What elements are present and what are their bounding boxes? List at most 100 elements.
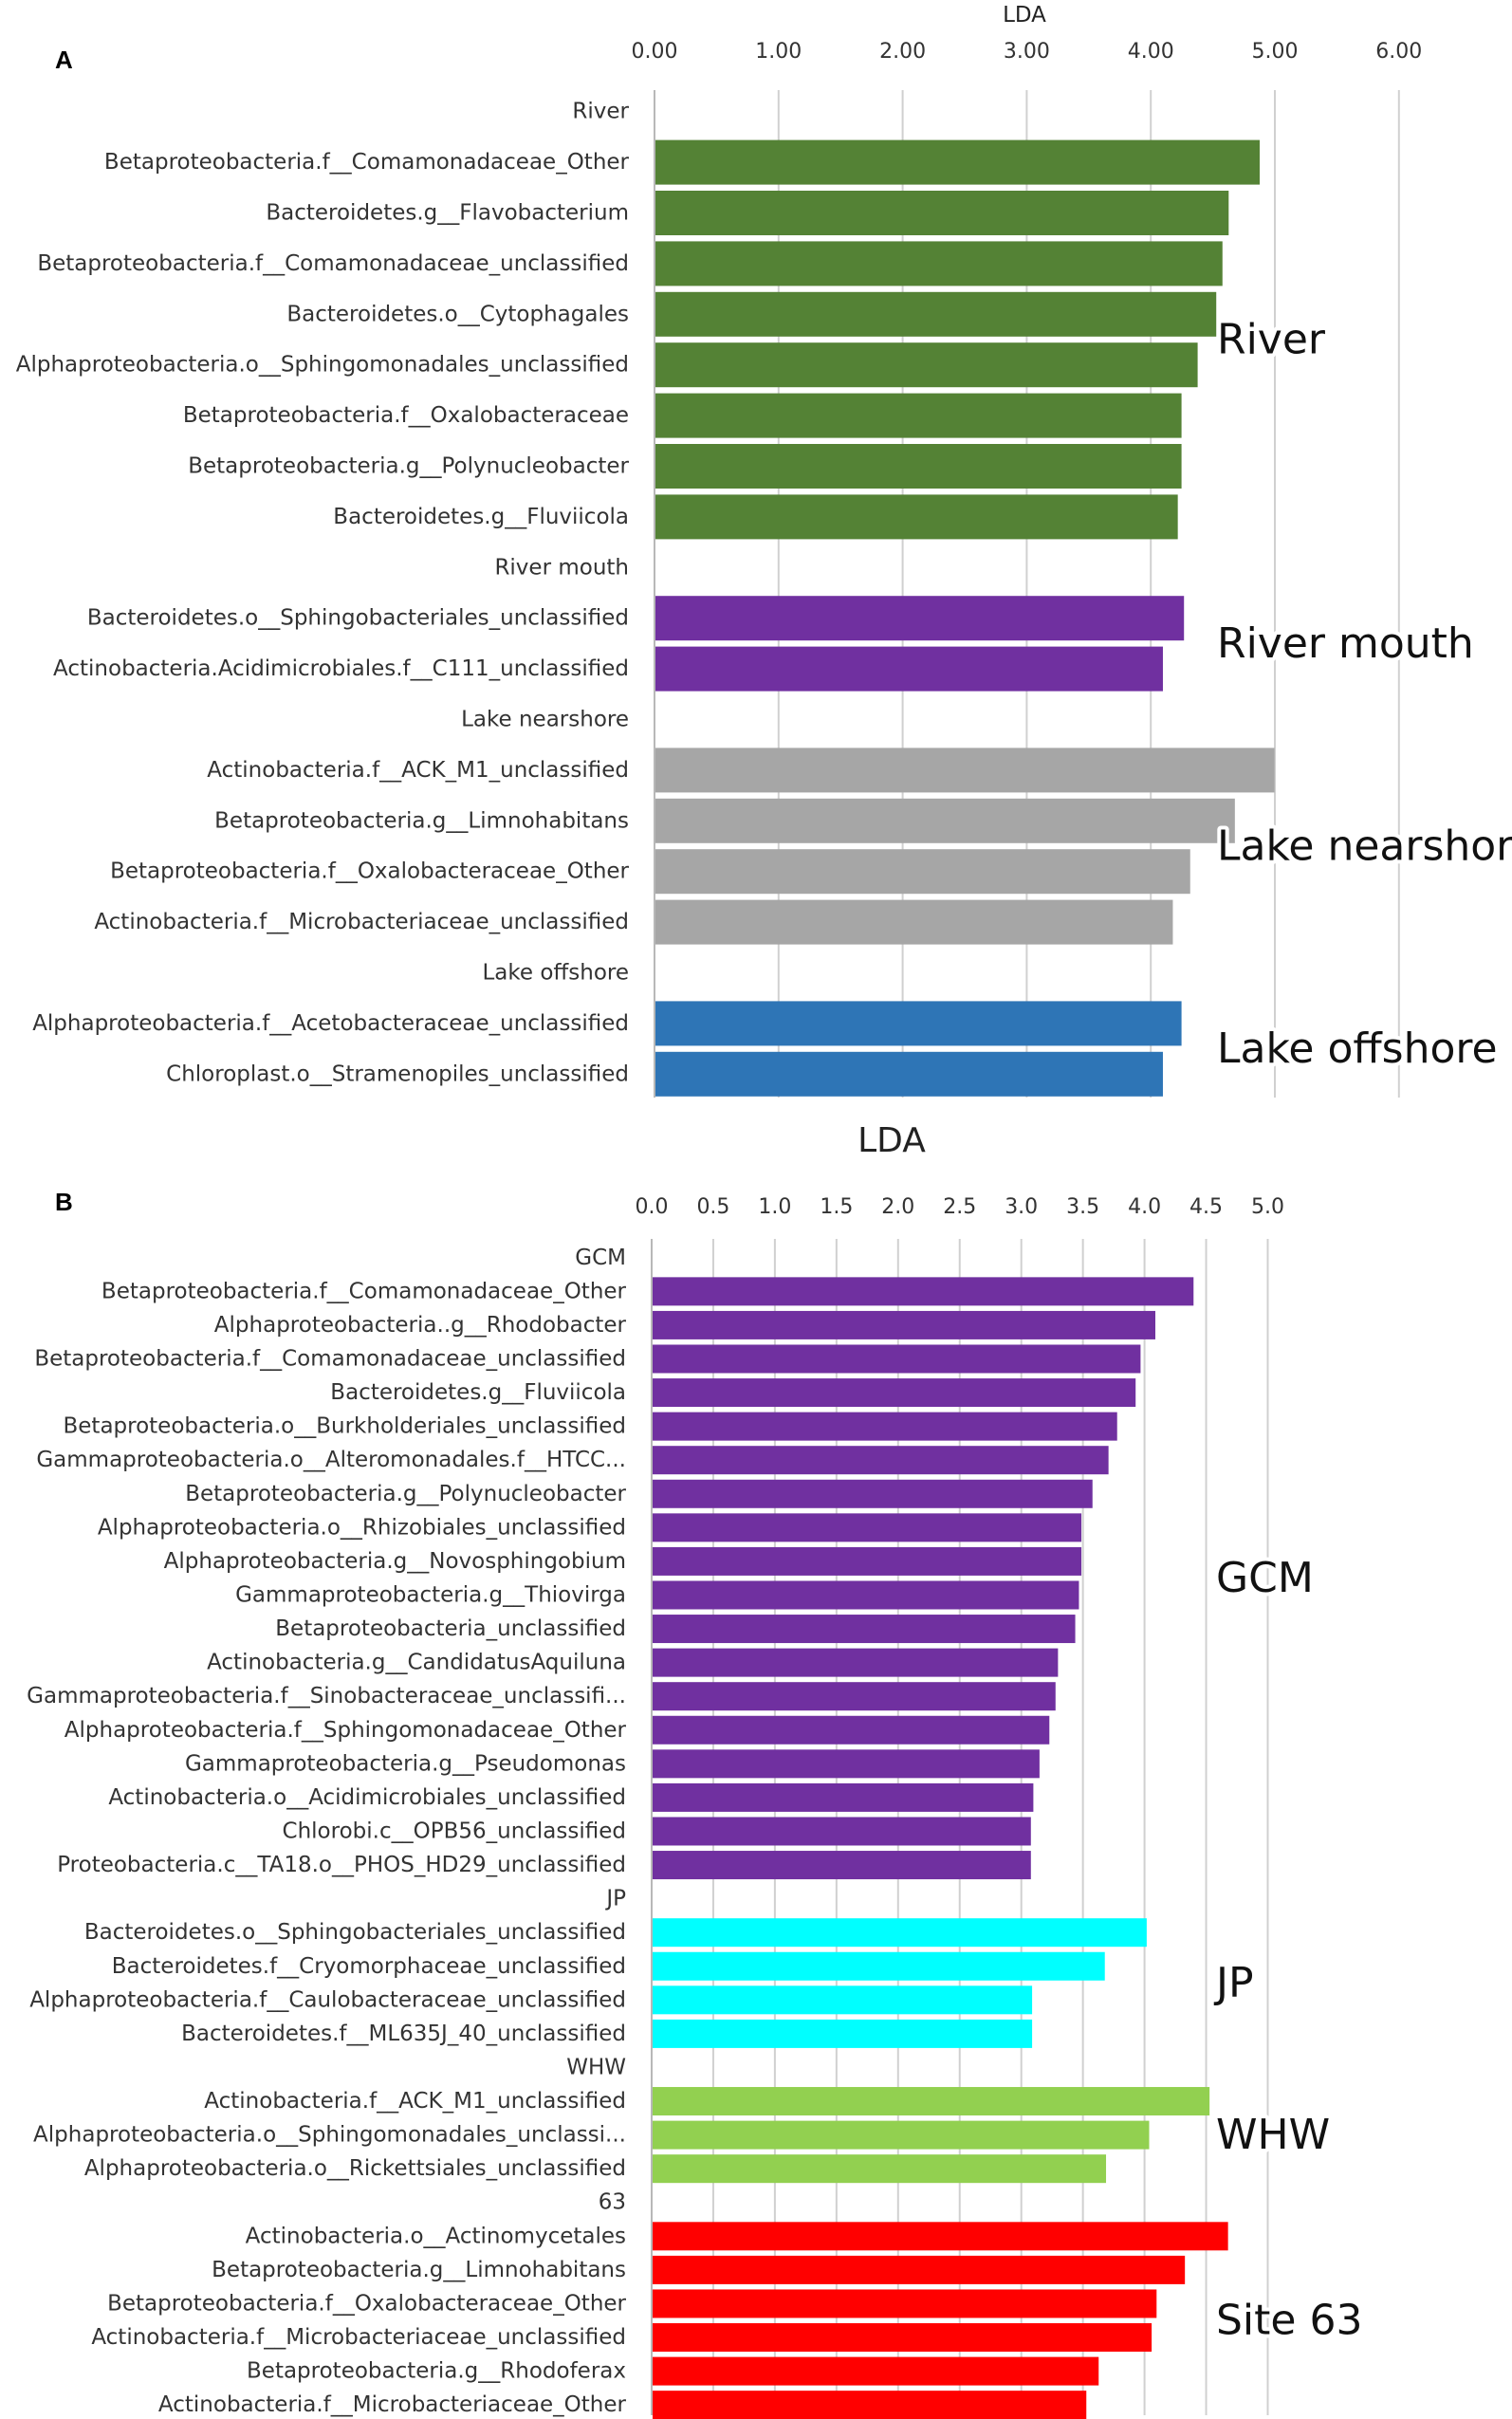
panel-b-letter: B [55, 1188, 73, 1216]
panel-a-tick-label: 3.00 [1004, 40, 1050, 64]
panel-a-category-label: Bacteroidetes.g__Fluviicola [333, 505, 629, 529]
panel-a-bar [655, 139, 1260, 185]
panel-b-category-label: Betaproteobacteria.g__Polynucleobacter [185, 1482, 626, 1506]
panel-b-category-label: Alphaproteobacteria.f__Caulobacteraceae_… [29, 1987, 626, 2012]
panel-a-group-label: River mouth [1217, 619, 1474, 668]
panel-b-category-label: Actinobacteria.f__ACK_M1_unclassified [204, 2089, 626, 2114]
panel-b-bar [653, 2019, 1033, 2048]
panel-b-group-label: JP [1213, 1959, 1254, 2007]
panel-b-chart: LDA 0.0 0.5 1.0 1.5 2.0 2.5 3.0 3.5 4.0 4.5 5.0 GCM B… [27, 1121, 1366, 2419]
panel-b-bar [653, 1310, 1155, 1339]
panel-b-category-label: Actinobacteria.f__Microbacteriaceae_Othe… [158, 2392, 627, 2417]
panel-b-bar [653, 1446, 1109, 1475]
panel-b-category-label: Betaproteobacteria.f__Oxalobacteraceae_O… [107, 2291, 626, 2316]
panel-b-category-label: Betaproteobacteria.o__Burkholderiales_un… [64, 1414, 627, 1439]
panel-a-bar [655, 393, 1182, 438]
panel-a-section-header: River mouth [494, 555, 629, 580]
panel-a-axis-title: LDA [1003, 3, 1046, 28]
panel-b-category-label: Betaproteobacteria.f__Comamonadaceae_unc… [34, 1346, 626, 1371]
panel-b-category-label: Actinobacteria.f__Microbacteriaceae_uncl… [91, 2325, 626, 2350]
panel-a-bar [655, 849, 1190, 895]
panel-b-category-label: Proteobacteria.c__TA18.o__PHOS_HD29_uncl… [57, 1853, 626, 1877]
panel-b-bar [653, 1918, 1147, 1948]
panel-a-group-label: Lake offshore [1217, 1025, 1498, 1073]
panel-a-category-label: Alphaproteobacteria.f__Acetobacteraceae_… [32, 1011, 629, 1036]
panel-b-category-label: Gammaproteobacteria.g__Thiovirga [235, 1582, 626, 1607]
panel-b-bar [653, 1715, 1050, 1745]
panel-a-bar [655, 899, 1173, 945]
panel-b-bar [653, 1580, 1079, 1610]
panel-a-section-header: Lake nearshore [461, 708, 629, 732]
panel-b-bar [653, 1749, 1040, 1779]
panel-a-category-label: Betaproteobacteria.f__Comamonadaceae_Oth… [104, 150, 630, 175]
panel-a-tick-label: 4.00 [1128, 40, 1174, 64]
panel-b-tick-label: 0.5 [696, 1195, 729, 1219]
panel-a-bar [655, 241, 1223, 286]
panel-b-category-label: Alphaproteobacteria.o__Rhizobiales_uncla… [98, 1515, 626, 1540]
panel-a-category-label: Bacteroidetes.g__Flavobacterium [266, 201, 629, 226]
panel-b-tick-label: 4.0 [1128, 1195, 1161, 1219]
panel-b-category-label: Alphaproteobacteria.o__Sphingomonadales_… [33, 2123, 626, 2148]
panel-b-tick-label: 4.5 [1189, 1195, 1223, 1219]
panel-a-category-label: Betaproteobacteria.g__Polynucleobacter [188, 454, 629, 479]
panel-b-tick-label: 3.5 [1066, 1195, 1099, 1219]
panel-b-bar [653, 1615, 1076, 1644]
panel-a-tick-label: 0.00 [632, 40, 678, 64]
panel-b-tick-label: 3.0 [1005, 1195, 1038, 1219]
panel-b-bar [653, 1479, 1093, 1508]
panel-b-category-label: Alphaproteobacteria..g__Rhodobacter [214, 1313, 627, 1338]
panel-a-tick-label: 1.00 [755, 40, 802, 64]
panel-a-category-label: Betaproteobacteria.f__Comamonadaceae_unc… [37, 251, 629, 276]
panel-b-section-header: WHW [566, 2055, 626, 2079]
panel-a-tick-label: 6.00 [1375, 40, 1422, 64]
panel-a-bar [655, 798, 1235, 843]
panel-b-tick-label: 2.0 [881, 1195, 914, 1219]
panel-b-section-header: GCM [575, 1246, 626, 1270]
panel-a-bar [655, 494, 1178, 540]
panel-b-bar [653, 1951, 1105, 1981]
panel-b-category-label: Betaproteobacteria_unclassified [275, 1616, 626, 1641]
panel-a-category-label: Actinobacteria.f__Microbacteriaceae_uncl… [94, 910, 629, 934]
panel-a-bar [655, 291, 1217, 337]
panel-b-bar [653, 1817, 1031, 1846]
panel-b-category-label: Actinobacteria.o__Acidimicrobiales_uncla… [108, 1785, 626, 1810]
panel-b-category-label: Alphaproteobacteria.g__Novosphingobium [164, 1549, 626, 1574]
panel-b-bar [653, 1851, 1031, 1880]
panel-b-tick-label: 2.5 [943, 1195, 976, 1219]
panel-b-bar [653, 2391, 1087, 2419]
panel-a-category-label: Betaproteobacteria.f__Oxalobacteraceae_O… [110, 859, 629, 884]
panel-a-section-header: River [572, 100, 629, 124]
panel-b-tick-label: 1.0 [758, 1195, 791, 1219]
panel-b-bar [653, 2087, 1210, 2116]
panel-b-bar [653, 1344, 1141, 1374]
panel-a-bar [655, 1051, 1163, 1097]
panel-b-bar [653, 2120, 1150, 2150]
panel-b-category-label: Bacteroidetes.f__ML635J_40_unclassified [181, 2022, 626, 2046]
panel-b-category-label: Gammaproteobacteria.g__Pseudomonas [185, 1751, 626, 1776]
panel-b-category-label: Chlorobi.c__OPB56_unclassified [283, 1819, 626, 1843]
panel-a-bar [655, 444, 1182, 489]
panel-a-bar [655, 191, 1229, 235]
panel-b-category-label: Bacteroidetes.f__Cryomorphaceae_unclassi… [112, 1954, 626, 1979]
panel-a-bar [655, 596, 1185, 641]
panel-b-bar [653, 1546, 1082, 1576]
panel-a-group-label: River [1217, 316, 1326, 364]
panel-b-category-label: Gammaproteobacteria.o__Alteromonadales.f… [36, 1448, 626, 1472]
panel-a-bar [655, 1001, 1182, 1046]
panel-b-bar [653, 1682, 1056, 1711]
panel-a-bar [655, 646, 1163, 692]
panel-b-group-label: GCM [1216, 1554, 1314, 1602]
panel-a-letter: A [55, 46, 73, 74]
panel-b-category-label: Bacteroidetes.g__Fluviicola [330, 1380, 626, 1405]
panel-a-category-label: Bacteroidetes.o__Sphingobacteriales_uncl… [87, 606, 629, 631]
panel-b-bar [653, 1412, 1117, 1441]
panel-b-bar [653, 2356, 1099, 2386]
panel-b-bar [653, 2222, 1228, 2251]
panel-b-bar [653, 1648, 1059, 1677]
panel-b-bar [653, 1513, 1082, 1542]
panel-b-section-header: 63 [599, 2190, 626, 2215]
panel-a-category-label: Chloroplast.o__Stramenopiles_unclassifie… [166, 1062, 629, 1086]
panel-b-category-label: Betaproteobacteria.g__Rhodoferax [247, 2359, 626, 2384]
panel-a-category-label: Betaproteobacteria.f__Oxalobacteraceae [183, 403, 629, 428]
panel-a-section-header: Lake offshore [482, 961, 629, 986]
